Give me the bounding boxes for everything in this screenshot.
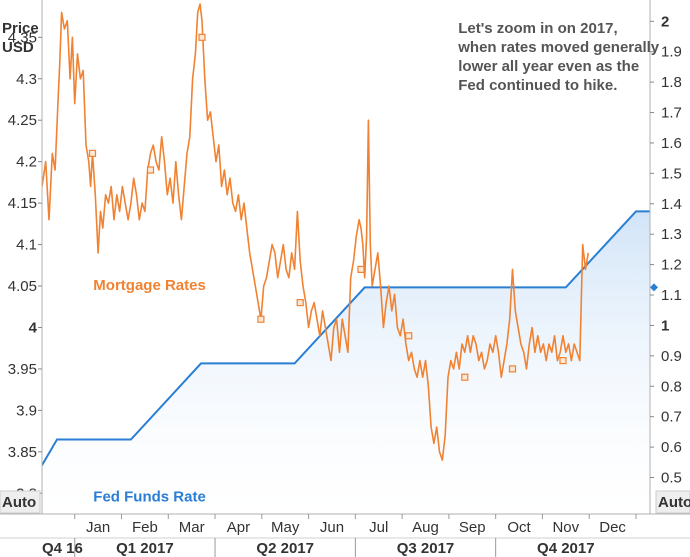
right-auto-label: Auto [658,494,690,511]
mortgage-marker-2 [198,33,206,41]
month-label-6: Jul [369,519,388,536]
quarter-label-0: Q4 16 [42,540,83,557]
mortgage-marker-1 [146,166,155,174]
mortgage-marker-7 [461,373,469,381]
left-tick-label-1: 3.85 [8,444,37,461]
quarter-label-3: Q3 2017 [397,540,455,557]
month-label-9: Oct [507,519,531,536]
annotation-line-0: Let's zoom in on 2017, [458,20,617,37]
month-label-11: Dec [599,519,626,536]
x-axis: Jan Feb Mar Apr May Jun Jul Aug Sep Oct Nov Dec Q4 1… [42,514,637,557]
right-tick-label-4: 0.9 [661,348,682,365]
right-tick-label-9: 1.4 [661,196,682,213]
quarter-label-4: Q4 2017 [537,540,595,557]
month-label-4: May [271,519,300,536]
left-tick-label-9: 4.25 [8,112,37,129]
mortgage-marker-0 [88,149,97,157]
series-layer [42,3,650,466]
month-label-2: Mar [179,519,205,536]
month-label-8: Sep [459,519,486,536]
left-tick-label-4: 4 [29,319,38,336]
fed-fill-layer [42,211,650,514]
mortgage-marker-6 [405,332,413,340]
series-label-0: Mortgage Rates [93,277,206,294]
left-tick-label-3: 3.95 [8,361,37,378]
mortgage-marker-5 [357,265,365,273]
left-auto-label: Auto [2,494,36,511]
quarter-label-2: Q2 2017 [256,540,314,557]
left-tick-label-2: 3.9 [16,402,37,419]
right-tick-label-6: 1.1 [661,287,682,304]
left-axis: PriceUSD3.83.853.93.9544.054.14.154.24.2… [0,20,42,514]
month-label-0: Jan [86,519,110,536]
right-tick-label-15: 2 [661,13,669,30]
frame-layer [0,0,690,539]
mortgage-marker-8 [508,365,517,373]
fed-funds-area [42,211,650,514]
quarter-label-1: Q1 2017 [116,540,174,557]
right-tick-label-10: 1.5 [661,165,682,182]
right-tick-label-7: 1.2 [661,257,682,274]
right-tick-label-0: 0.5 [661,470,682,487]
right-tick-label-2: 0.7 [661,409,682,426]
left-tick-label-8: 4.2 [16,154,37,171]
mortgage-marker-3 [257,315,265,323]
right-tick-label-1: 0.6 [661,439,682,456]
left-tick-label-5: 4.05 [8,278,37,295]
right-tick-label-12: 1.7 [661,105,682,122]
fed-funds-line [42,210,650,466]
series-label-1: Fed Funds Rate [93,489,206,506]
mortgage-marker-9 [559,357,567,365]
month-label-3: Apr [227,519,250,536]
left-axis-title-line-1: USD [2,39,34,56]
right-tick-label-3: 0.8 [661,378,682,395]
left-auto-box [0,490,41,514]
month-label-10: Nov [552,519,579,536]
right-axis: 0.5 0.6 0.7 0.8 0.9 1 1.1 1.2 1.3 1.4 1.5 1.6 1.7 1.8… [650,13,690,514]
labels-layer: Mortgage Rates Fed Funds Rate Let's zoom i… [93,20,660,505]
annotation-line-1: when rates moved generally [457,39,660,56]
annotation-line-2: lower all year even as the [458,58,639,75]
right-tick-label-5: 1 [661,317,669,334]
left-axis-title-line-0: Price [2,20,39,37]
last-value-diamond [650,283,658,292]
mortgage-marker-4 [296,299,304,307]
right-tick-label-8: 1.3 [661,226,682,243]
left-tick-label-11: 4.35 [8,29,37,46]
month-label-7: Aug [412,519,439,536]
left-tick-label-10: 4.3 [16,71,37,88]
right-tick-label-11: 1.6 [661,135,682,152]
left-tick-label-7: 4.15 [8,195,37,212]
annotation-line-3: Fed continued to hike. [458,77,617,94]
right-tick-label-14: 1.9 [661,44,682,61]
mortgage-rates-line [42,3,590,461]
month-label-1: Feb [132,519,158,536]
right-tick-label-13: 1.8 [661,74,682,91]
right-auto-box [655,490,690,514]
month-label-5: Jun [320,519,344,536]
left-tick-label-6: 4.1 [16,237,37,254]
